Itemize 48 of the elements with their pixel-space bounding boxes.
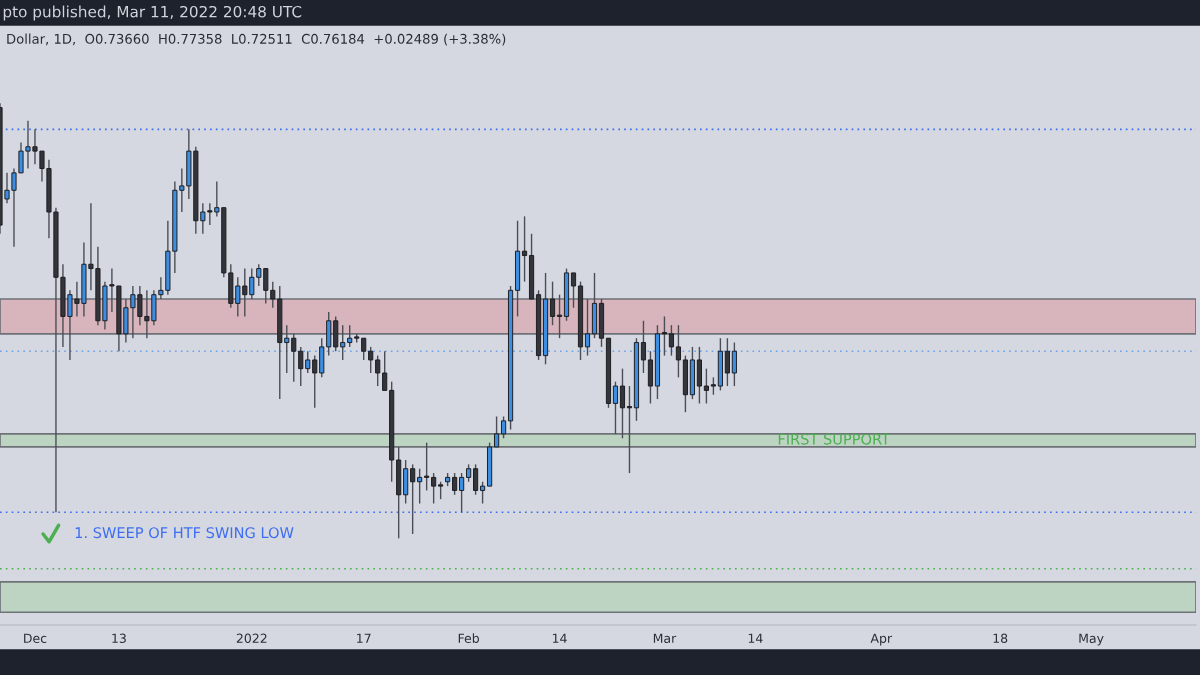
candlestick [305, 350, 311, 374]
candlestick [626, 385, 633, 474]
x-tick-label: May [1079, 633, 1104, 646]
candlestick [382, 350, 388, 392]
candlestick [619, 367, 626, 439]
candlestick [500, 415, 507, 439]
candlestick [431, 472, 437, 505]
candlestick [417, 468, 423, 505]
chart-title: pto published, Mar 11, 2022 20:48 UTC [3, 5, 302, 21]
x-tick-label: 18 [993, 633, 1008, 644]
candlestick [549, 280, 556, 326]
x-tick-label: Mar [653, 633, 677, 644]
candlestick [556, 293, 563, 339]
candlestick [361, 337, 367, 361]
candlestick [480, 481, 486, 505]
candlestick [312, 354, 318, 409]
band-label: FIRST SUPPORT [778, 433, 891, 445]
candlestick [494, 415, 500, 448]
candlestick [340, 324, 346, 361]
x-tick-label: Apr [870, 633, 893, 646]
candlestick [473, 463, 479, 496]
candlestick [424, 441, 430, 492]
candlestick [640, 320, 647, 374]
x-tick-label: Dec [24, 633, 47, 644]
candlestick [661, 315, 668, 357]
candlestick [459, 472, 465, 513]
candlestick [731, 341, 737, 387]
candlestick [375, 354, 381, 387]
candlestick [521, 215, 528, 283]
candlestick [612, 381, 619, 435]
candlestick [368, 346, 374, 374]
candlestick [675, 324, 682, 379]
chart-subtitle: Dollar, 1D, O0.73660 H0.77358 L0.72511 C0.76184 +0.02489 (+3.38%) [7, 33, 506, 46]
x-tick-label: 14 [552, 633, 567, 643]
ref-line-label: 1. SWEEP OF HTF SWING LOW [75, 527, 294, 539]
candlestick [668, 324, 675, 357]
candlestick [724, 337, 730, 387]
x-tick-label: Feb [458, 633, 479, 644]
x-tick-label: 17 [357, 633, 371, 643]
candlestick [452, 472, 458, 496]
x-tick-label: 2022 [236, 633, 267, 644]
x-tick-label: 13 [112, 633, 126, 644]
candlestick [570, 272, 577, 309]
x-tick-label: 14 [748, 633, 763, 643]
candlestick [584, 298, 591, 357]
candlestick [703, 367, 709, 405]
candlestick [410, 463, 416, 535]
candlestick [347, 324, 353, 348]
